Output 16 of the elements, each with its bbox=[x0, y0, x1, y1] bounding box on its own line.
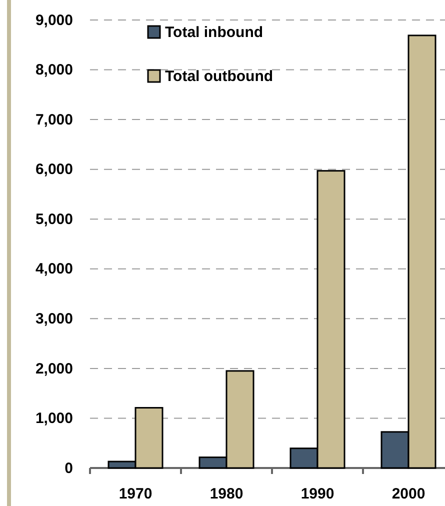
y-tick-label: 3,000 bbox=[35, 310, 73, 328]
x-tick-label: 1970 bbox=[118, 486, 152, 503]
x-tick-label: 1980 bbox=[210, 486, 244, 503]
y-tick-label: 9,000 bbox=[35, 12, 73, 29]
legend-label: Total outbound bbox=[165, 68, 274, 85]
x-tick-label: 1990 bbox=[300, 486, 334, 503]
y-tick-label: 7,000 bbox=[35, 111, 73, 128]
y-tick-label: 5,000 bbox=[35, 210, 73, 228]
legend-label: Total inbound bbox=[165, 24, 264, 41]
y-tick-label: 1,000 bbox=[35, 410, 73, 428]
y-tick-label: 2,000 bbox=[35, 360, 73, 378]
y-tick-label: 8,000 bbox=[35, 62, 73, 79]
y-tick-label: 6,000 bbox=[35, 161, 73, 178]
y-tick-label: 4,000 bbox=[35, 260, 73, 278]
x-tick-label: 2000 bbox=[392, 486, 426, 503]
y-tick-label: 0 bbox=[64, 460, 73, 477]
